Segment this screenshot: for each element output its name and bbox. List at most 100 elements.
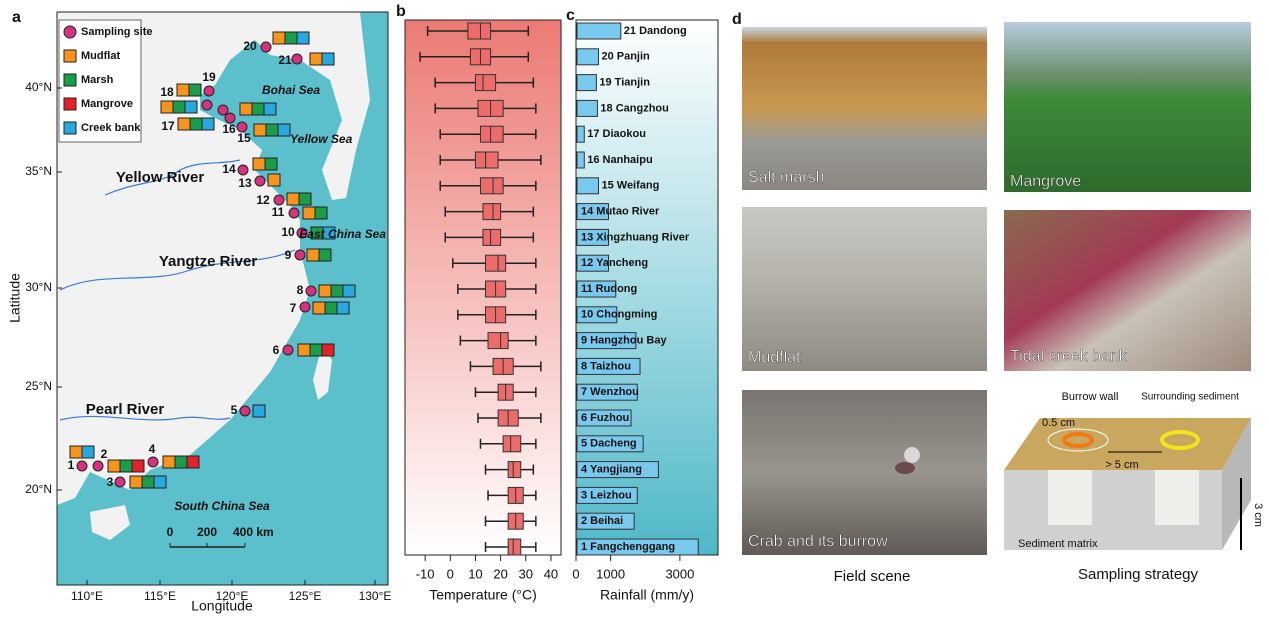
site-label: 15	[237, 131, 251, 145]
category-label: 8 Taizhou	[581, 360, 631, 372]
bar	[576, 409, 632, 427]
habitat-square	[312, 301, 326, 315]
x-tick-label: 30	[519, 566, 533, 581]
panel-label: a	[12, 9, 21, 26]
habitat-square	[298, 192, 312, 206]
site-label: 5	[231, 403, 238, 417]
site-marker	[237, 164, 249, 176]
photo-caption: Mudflat	[748, 349, 801, 366]
habitat-square	[286, 192, 300, 206]
core-1	[1048, 470, 1092, 525]
photo-salt-marsh	[742, 27, 987, 190]
site-label: 16	[222, 122, 236, 136]
place-label: Pearl River	[86, 401, 165, 418]
legend-label: Mangrove	[81, 98, 133, 110]
box	[479, 177, 504, 195]
habitat-square	[314, 206, 328, 220]
diagram-label: Surrounding sediment	[1141, 392, 1239, 403]
category-label: 3 Leizhou	[581, 489, 632, 501]
site-marker	[203, 85, 215, 97]
site-marker	[217, 104, 229, 116]
site-marker	[254, 175, 266, 187]
bar	[576, 254, 610, 272]
place-label: Bohai Sea	[262, 83, 320, 97]
photo-caption: Salt marsh	[748, 169, 824, 186]
category-label: 16 Nanhaipu	[587, 154, 652, 166]
bar	[576, 151, 585, 169]
x-axis-title: Rainfall (mm/y)	[600, 587, 694, 603]
category-label: 11 Rudong	[581, 283, 637, 295]
legend-swatch	[63, 73, 77, 87]
habitat-square	[318, 248, 332, 262]
x-tick-label: 10	[468, 566, 482, 581]
site-label: 12	[256, 193, 270, 207]
category-label: 1 Fangchenggang	[581, 541, 675, 553]
x-tick-label: 110°E	[71, 589, 103, 603]
habitat-square	[107, 459, 121, 473]
x-tick-label: 120°E	[216, 589, 249, 603]
x-axis-title: Temperature (°C)	[429, 587, 537, 603]
category-label: 14 Mutao River	[581, 206, 660, 218]
strategy-label: Sampling strategy	[1078, 566, 1199, 583]
category-label: 13 Xingzhuang River	[581, 231, 690, 243]
site-label: 9	[285, 248, 292, 262]
map-frame	[56, 11, 389, 586]
habitat-square	[321, 52, 335, 66]
core-2	[1155, 470, 1199, 525]
bar	[576, 332, 637, 350]
place-label: East China Sea	[299, 227, 386, 241]
photo-caption: Tidal creek bank	[1010, 348, 1128, 365]
yellow-river	[104, 159, 241, 196]
bar	[576, 22, 622, 40]
site-marker	[147, 456, 159, 468]
panel-label: b	[396, 3, 406, 20]
legend-label: Sampling site	[81, 26, 153, 38]
bar	[576, 74, 597, 92]
site-label: 7	[290, 301, 297, 315]
habitat-square	[252, 404, 266, 418]
legend-swatch	[63, 49, 77, 63]
legend-label: Marsh	[81, 74, 114, 86]
bar	[576, 177, 599, 195]
diagram-label: Burrow wall	[1062, 391, 1119, 403]
site-label: 6	[273, 343, 280, 357]
site-label: 1	[68, 458, 75, 472]
habitat-square	[141, 475, 155, 489]
site-marker	[291, 53, 303, 65]
category-label: 9 Hangzhou Bay	[581, 335, 667, 347]
site-marker	[236, 121, 248, 133]
site-marker	[201, 99, 213, 111]
category-label: 18 Cangzhou	[600, 102, 668, 114]
x-tick-label: 3000	[665, 566, 694, 581]
legend-swatch	[63, 97, 77, 111]
legend-swatch	[63, 25, 77, 39]
habitat-square	[153, 475, 167, 489]
category-label: 10 Chongming	[581, 309, 657, 321]
bar	[576, 461, 659, 479]
habitat-square	[184, 100, 198, 114]
category-label: 12 Yancheng	[581, 257, 648, 269]
y-axis-title: Latitude	[7, 273, 23, 323]
scale-label: 0	[167, 525, 174, 539]
site-marker	[239, 405, 251, 417]
x-tick-label: -10	[416, 566, 435, 581]
site-label: 11	[272, 205, 285, 219]
habitat-square	[265, 123, 279, 137]
box	[479, 125, 504, 143]
site-marker	[282, 344, 294, 356]
habitat-square	[322, 226, 336, 240]
site-label: 4	[149, 442, 156, 456]
photo-crab	[742, 390, 987, 555]
panel-label: c	[566, 7, 575, 24]
diagram-label: Sediment matrix	[1018, 538, 1098, 550]
bar	[576, 48, 599, 66]
site-label: 14	[222, 162, 236, 176]
photo-mangrove	[1004, 22, 1251, 192]
bar	[576, 228, 610, 246]
category-label: 5 Dacheng	[581, 438, 637, 450]
y-tick-label: 25°N	[25, 379, 52, 393]
habitat-square	[201, 117, 215, 131]
x-tick-label: 1000	[596, 566, 625, 581]
place-label: South China Sea	[174, 499, 270, 513]
site-label: 13	[238, 176, 252, 190]
